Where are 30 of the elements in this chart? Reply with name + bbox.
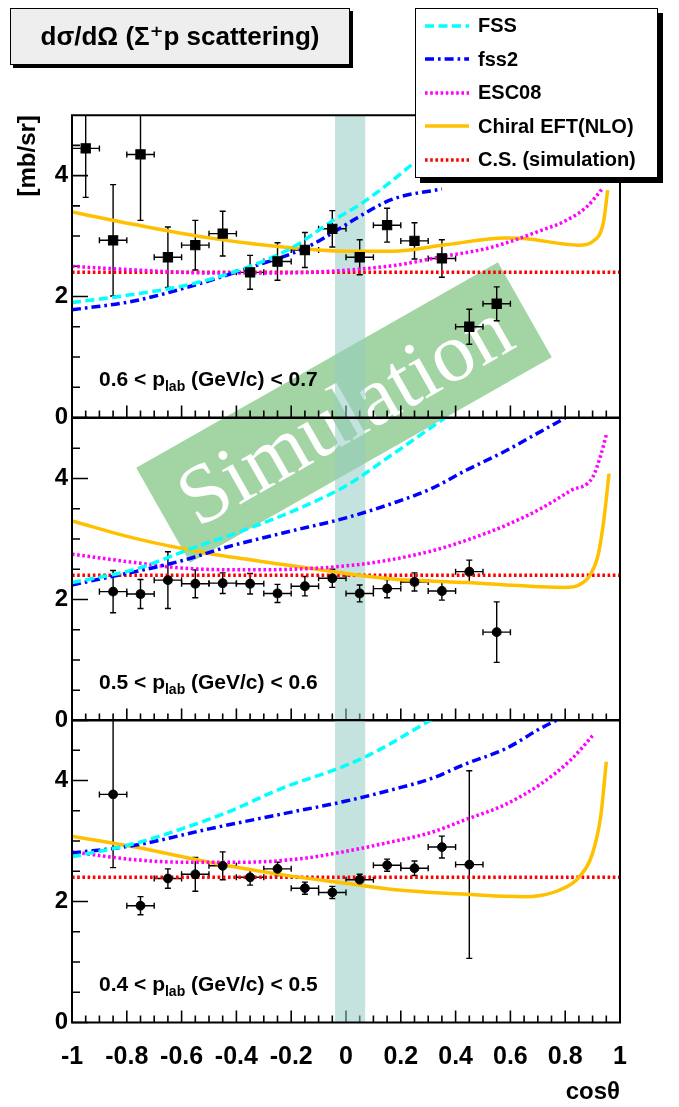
x-tick-label: -0.8 [105,1041,149,1070]
y-tick-label: 0 [54,402,68,430]
y-tick-label: 0 [54,1007,68,1035]
legend-label: Chiral EFT(NLO) [478,114,634,138]
x-tick-label: 0.2 [383,1041,419,1070]
legend-label: FSS [478,14,517,38]
x-axis-title: cosθ [565,1077,620,1105]
y-tick-label: 4 [54,765,69,793]
x-tick-label: 1 [613,1041,628,1070]
x-tick-label: 0 [339,1041,353,1070]
y-tick-label: 2 [54,584,68,612]
y-tick-label: 0 [54,705,68,733]
x-tick-label: -1 [60,1041,84,1070]
y-tick-label: 2 [54,281,68,309]
y-tick-label: 4 [54,160,69,188]
y-axis-title: [mb/sr] [13,115,41,197]
chart-title: dσ/dΩ (Σ⁺p scattering) [40,21,320,52]
y-tick-label: 2 [54,886,68,914]
x-tick-label: -0.2 [269,1041,313,1070]
legend-label: fss2 [478,47,519,71]
x-tick-label: -0.6 [160,1041,204,1070]
x-tick-label: -0.4 [214,1041,259,1070]
y-tick-label: 4 [54,463,69,491]
x-tick-label: 0.4 [438,1041,474,1070]
legend-label: ESC08 [478,81,542,105]
x-tick-label: 0.8 [547,1041,583,1070]
legend-label: C.S. (simulation) [478,148,636,172]
annotation: 0.4 < p$_{lab}$ (GeV/c) < 0.5 [99,971,318,999]
annotation: 0.5 < p$_{lab}$ (GeV/c) < 0.6 [99,669,318,697]
x-tick-label: 0.6 [493,1041,528,1070]
